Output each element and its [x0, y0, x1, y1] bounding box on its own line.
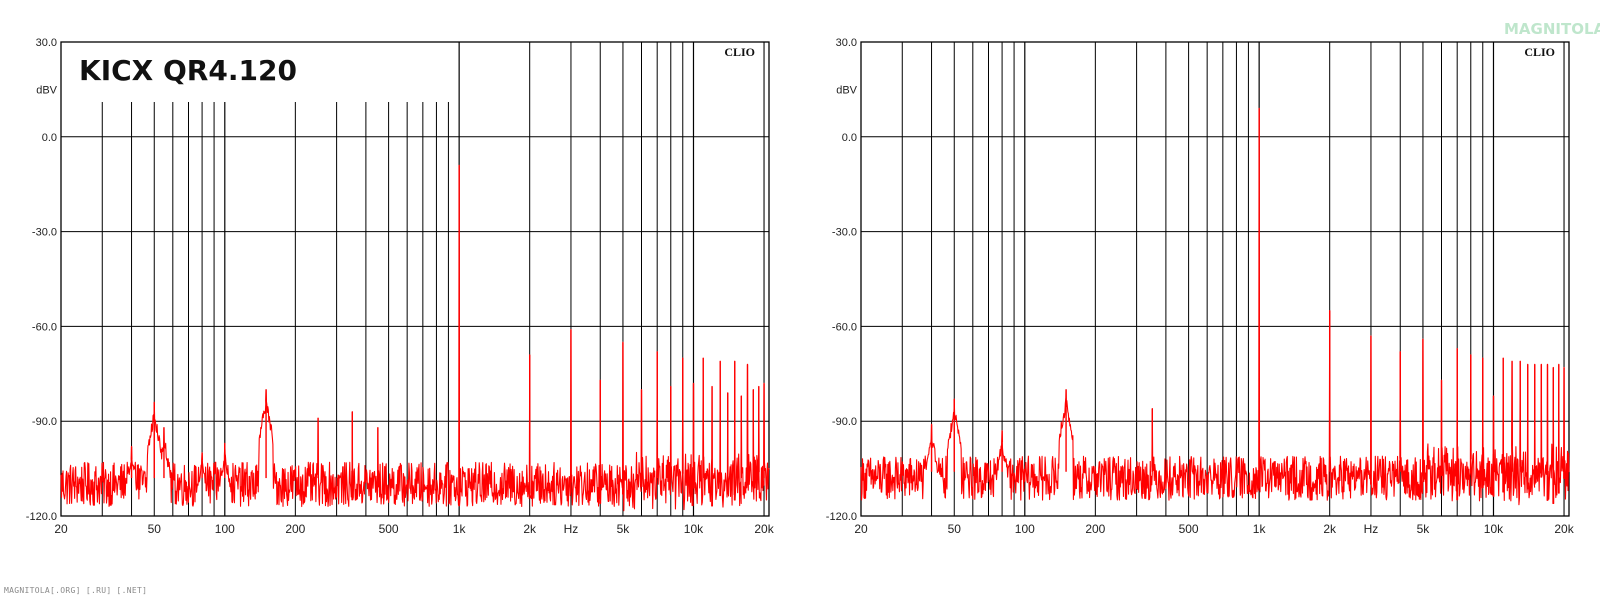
- y-tick-label: -120.0: [826, 511, 857, 523]
- y-axis-label: dBV: [836, 84, 857, 96]
- y-tick-label: -60.0: [832, 321, 857, 333]
- spectrum-trace: [60, 164, 770, 512]
- x-tick-label: 200: [285, 522, 305, 536]
- x-tick-label: 500: [379, 522, 399, 536]
- y-tick-label: -90.0: [32, 416, 57, 428]
- y-tick-label: 0.0: [42, 132, 57, 144]
- y-tick-label: -30.0: [832, 227, 857, 239]
- x-tick-label: 100: [215, 522, 235, 536]
- x-tick-label: 10k: [684, 522, 704, 536]
- site-watermark: MAGNITOLA[.ORG] [.RU] [.NET]: [4, 586, 148, 595]
- y-tick-label: 30.0: [36, 37, 57, 49]
- y-tick-label: -90.0: [832, 416, 857, 428]
- brand-label: CLIO: [724, 45, 755, 59]
- plot-frame: [60, 41, 770, 517]
- x-tick-label: 50: [948, 522, 962, 536]
- y-tick-label: 0.0: [842, 132, 857, 144]
- plot-frame: [860, 41, 1570, 517]
- chart-title-background: [75, 44, 287, 92]
- x-tick-label: 2k: [523, 522, 537, 536]
- site-logo: MAGNITOLA: [1504, 20, 1600, 38]
- x-tick-label: 20: [54, 522, 68, 536]
- x-axis-label: Hz: [564, 522, 579, 536]
- x-tick-label: 5k: [1417, 522, 1431, 536]
- y-tick-label: 30.0: [836, 37, 857, 49]
- x-tick-label: 5k: [617, 522, 631, 536]
- x-tick-label: 1k: [1253, 522, 1267, 536]
- spectrum-chart-left: 30.0 0.0 -30.0 -60.0 -90.0 -120.0 dBV 20 50 100 20…: [26, 37, 775, 536]
- y-tick-label: -30.0: [32, 227, 57, 239]
- chart-title: KICX QR4.120: [79, 54, 297, 87]
- x-tick-label: 500: [1179, 522, 1199, 536]
- y-tick-label: -60.0: [32, 321, 57, 333]
- spectrum-trace: [860, 107, 1570, 506]
- x-axis-label: Hz: [1364, 522, 1379, 536]
- y-tick-label: -120.0: [26, 511, 57, 523]
- x-tick-label: 100: [1015, 522, 1035, 536]
- x-tick-label: 20k: [754, 522, 774, 536]
- x-tick-label: 50: [148, 522, 162, 536]
- brand-label: CLIO: [1524, 45, 1555, 59]
- x-tick-label: 20: [854, 522, 868, 536]
- x-tick-label: 20k: [1554, 522, 1574, 536]
- y-axis-label: dBV: [36, 84, 57, 96]
- x-tick-label: 200: [1085, 522, 1105, 536]
- x-tick-label: 2k: [1323, 522, 1337, 536]
- x-tick-label: 1k: [453, 522, 467, 536]
- spectrum-chart-right: 30.0 0.0 -30.0 -60.0 -90.0 -120.0 dBV 20 50 100 20…: [826, 37, 1575, 536]
- x-tick-label: 10k: [1484, 522, 1504, 536]
